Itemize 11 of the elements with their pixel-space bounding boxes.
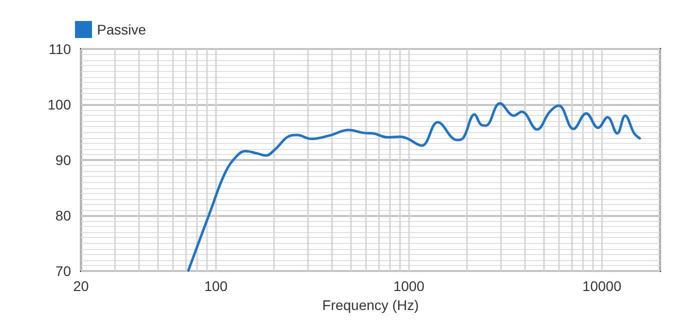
y-tick-label: 70 bbox=[55, 263, 72, 279]
legend-label: Passive bbox=[97, 22, 146, 38]
x-tick-label: 20 bbox=[73, 278, 89, 294]
y-tick-label: 80 bbox=[55, 208, 72, 224]
y-tick-label: 100 bbox=[48, 96, 72, 112]
x-tick-label: 100 bbox=[204, 278, 228, 294]
y-tick-label: 110 bbox=[48, 41, 72, 57]
x-tick-label: 10000 bbox=[582, 278, 622, 294]
y-tick-label: 90 bbox=[55, 152, 72, 168]
x-axis-title: Frequency (Hz) bbox=[322, 296, 419, 313]
x-tick-label: 1000 bbox=[393, 278, 425, 294]
